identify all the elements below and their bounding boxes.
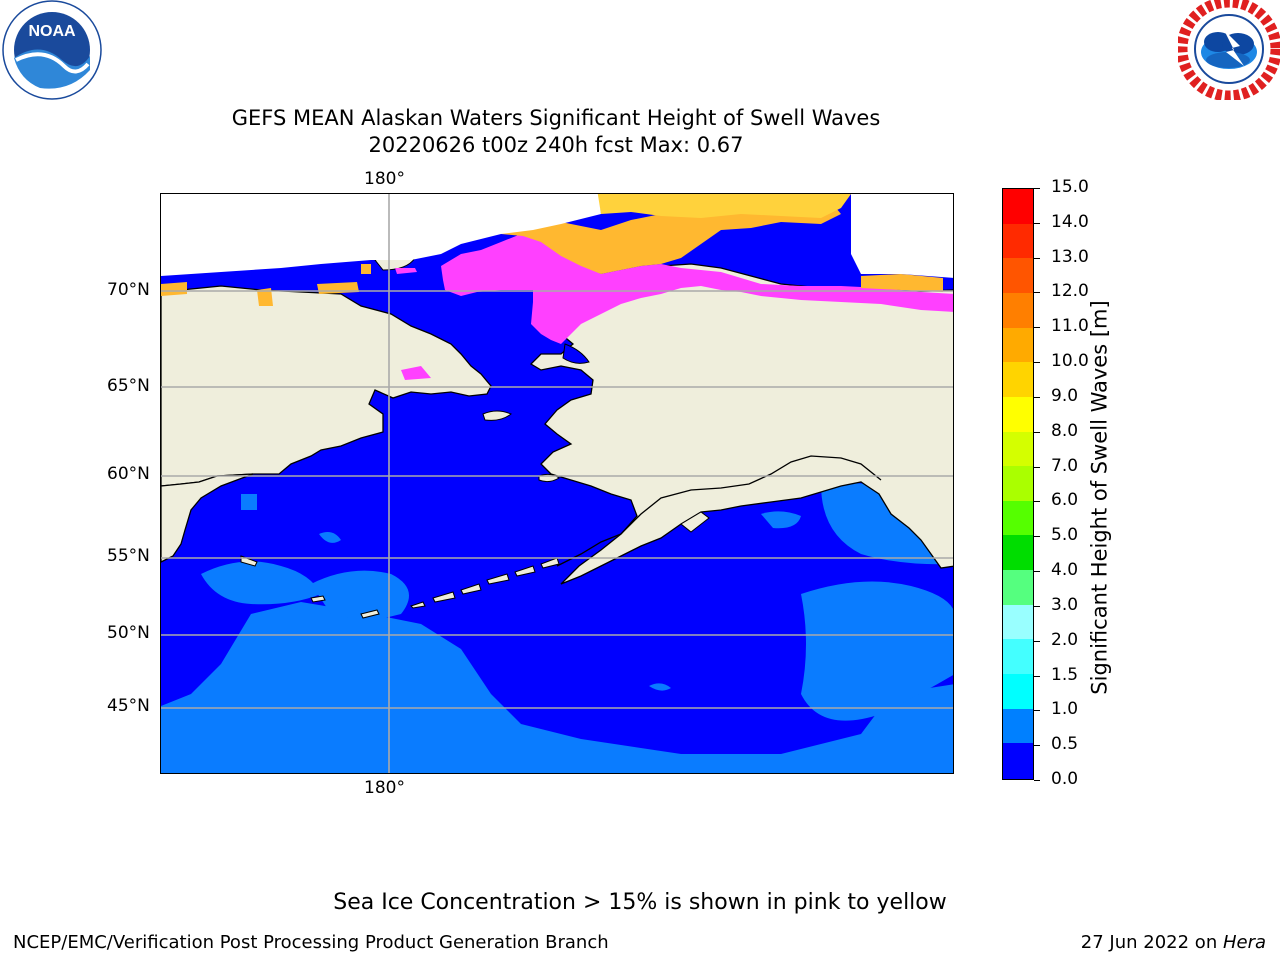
colorbar-tick-label: 12.0: [1051, 281, 1089, 302]
colorbar-swatch: [1003, 708, 1033, 744]
colorbar-tick-label: 1.5: [1051, 664, 1079, 685]
colorbar-tick-mark: [1034, 710, 1040, 712]
lat-label-50n: 50°N: [107, 623, 150, 643]
sea-ice-region: [161, 194, 953, 380]
lon-label-top: 180°: [364, 169, 405, 189]
colorbar-tick-mark: [1034, 327, 1040, 329]
colorbar-swatch: [1003, 639, 1033, 675]
colorbar: [1002, 188, 1034, 780]
colorbar-swatch: [1003, 431, 1033, 467]
colorbar-swatch: [1003, 396, 1033, 433]
colorbar-tick-label: 9.0: [1051, 385, 1079, 406]
title-line-1: GEFS MEAN Alaskan Waters Significant Hei…: [231, 106, 881, 130]
colorbar-swatch: [1003, 362, 1033, 398]
colorbar-tick-label: 1.0: [1051, 699, 1079, 720]
colorbar-tick-mark: [1034, 640, 1040, 642]
footer-branch: NCEP/EMC/Verification Post Processing Pr…: [13, 932, 609, 953]
colorbar-swatch: [1003, 292, 1033, 329]
colorbar-swatch: [1003, 500, 1033, 537]
colorbar-tick-label: 5.0: [1051, 525, 1079, 546]
footer-host: Hera: [1222, 932, 1266, 953]
colorbar-tick-label: 4.0: [1051, 560, 1079, 581]
colorbar-tick-mark: [1034, 745, 1040, 747]
lat-label-55n: 55°N: [107, 546, 150, 566]
colorbar-tick-label: 2.0: [1051, 629, 1079, 650]
colorbar-tick-mark: [1034, 431, 1040, 433]
nws-logo: [1176, 0, 1280, 102]
graticule: [161, 194, 953, 773]
colorbar-tick-mark: [1034, 780, 1040, 781]
colorbar-swatch: [1003, 570, 1033, 606]
colorbar-tick-label: 0.5: [1051, 734, 1079, 755]
land-siberia: [161, 285, 492, 487]
alaska-peninsula-coast: [556, 455, 882, 567]
kotzebue-sound: [562, 343, 590, 364]
colorbar-tick-mark: [1034, 571, 1040, 573]
noaa-logo: NOAA: [0, 0, 104, 102]
colorbar-tick-mark: [1034, 362, 1040, 364]
map-panel: [160, 193, 954, 774]
colorbar-tick-mark: [1034, 222, 1040, 224]
colorbar-swatch: [1003, 189, 1033, 225]
title-line-2: 20220626 t00z 240h fcst Max: 0.67: [368, 133, 744, 157]
land-kodiak: [680, 511, 710, 533]
colorbar-swatch: [1003, 535, 1033, 571]
colorbar-tick-label: 10.0: [1051, 351, 1089, 372]
lat-label-45n: 45°N: [107, 696, 150, 716]
land-st-lawrence-island: [482, 410, 512, 421]
colorbar-tick-mark: [1034, 466, 1040, 468]
colorbar-tick-mark: [1034, 257, 1040, 259]
footer-date-text: 27 Jun 2022 on: [1080, 932, 1223, 953]
colorbar-ticks: 15.0 14.0 13.0 12.0 11.0 10.0 9.0 8.0 7.0 6.0 5.0 4…: [1034, 177, 1094, 789]
colorbar-tick-label: 13.0: [1051, 246, 1089, 267]
colorbar-swatch: [1003, 466, 1033, 502]
colorbar-tick-label: 0.0: [1051, 769, 1079, 789]
colorbar-swatch: [1003, 258, 1033, 294]
lat-label-70n: 70°N: [107, 280, 150, 300]
colorbar-tick-label: 15.0: [1051, 177, 1089, 197]
sea-ice-caption: Sea Ice Concentration > 15% is shown in …: [333, 890, 947, 915]
colorbar-tick-mark: [1034, 188, 1040, 189]
colorbar-swatch: [1003, 674, 1033, 710]
colorbar-tick-mark: [1034, 501, 1040, 503]
ocean-mid-region: [161, 483, 953, 773]
colorbar-swatch: [1003, 327, 1033, 363]
colorbar-tick-label: 6.0: [1051, 490, 1079, 511]
colorbar-tick-mark: [1034, 396, 1040, 398]
colorbar-tick-label: 8.0: [1051, 420, 1079, 441]
lat-label-65n: 65°N: [107, 376, 150, 396]
land-kamchatka: [161, 473, 254, 563]
colorbar-tick-mark: [1034, 605, 1040, 607]
colorbar-tick-mark: [1034, 292, 1040, 294]
colorbar-tick-mark: [1034, 536, 1040, 538]
colorbar-swatch: [1003, 604, 1033, 640]
noaa-logo-text: NOAA: [28, 23, 76, 40]
colorbar-tick-label: 11.0: [1051, 316, 1089, 337]
colorbar-tick-label: 7.0: [1051, 455, 1079, 476]
colorbar-title: Significant Height of Swell Waves [m]: [1087, 300, 1112, 695]
lat-label-60n: 60°N: [107, 464, 150, 484]
colorbar-tick-mark: [1034, 675, 1040, 677]
colorbar-swatch: [1003, 743, 1033, 779]
colorbar-tick-label: 14.0: [1051, 211, 1089, 232]
colorbar-swatch: [1003, 223, 1033, 259]
footer-date: 27 Jun 2022 on Hera: [1081, 932, 1266, 953]
colorbar-tick-label: 3.0: [1051, 594, 1079, 615]
lon-label-bottom: 180°: [364, 778, 405, 798]
